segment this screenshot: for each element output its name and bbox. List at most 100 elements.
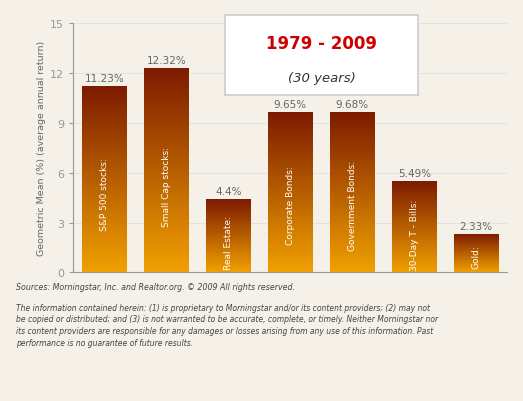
Bar (144, 267, 189, 269)
Text: 9.65%: 9.65% (274, 100, 307, 110)
Bar (82, 190, 127, 192)
Bar (330, 158, 374, 159)
Bar (392, 203, 437, 204)
Bar (330, 182, 374, 183)
Bar (330, 138, 374, 139)
Bar (82, 135, 127, 136)
Bar (330, 122, 374, 123)
Bar (268, 238, 313, 239)
Bar (82, 231, 127, 232)
Bar (144, 135, 189, 137)
Bar (82, 259, 127, 260)
Bar (330, 255, 374, 257)
Bar (392, 230, 437, 231)
Bar (144, 256, 189, 257)
Bar (206, 210, 251, 211)
Bar (144, 230, 189, 232)
Bar (392, 195, 437, 196)
Bar (330, 211, 374, 213)
Bar (82, 255, 127, 257)
Bar (330, 231, 374, 233)
Bar (392, 214, 437, 215)
Bar (144, 87, 189, 89)
Bar (330, 223, 374, 225)
Bar (144, 215, 189, 217)
Bar (144, 217, 189, 218)
Bar (82, 186, 127, 187)
Bar (82, 226, 127, 228)
Bar (268, 241, 313, 242)
Bar (330, 174, 374, 175)
Bar (330, 146, 374, 147)
Bar (268, 175, 313, 177)
Bar (330, 239, 374, 241)
Bar (144, 254, 189, 256)
Bar (206, 260, 251, 261)
Bar (144, 189, 189, 191)
Bar (268, 249, 313, 250)
Bar (206, 220, 251, 221)
Bar (144, 227, 189, 229)
Bar (206, 227, 251, 228)
Bar (82, 141, 127, 142)
Bar (330, 233, 374, 234)
Bar (82, 229, 127, 231)
Bar (144, 261, 189, 263)
Bar (392, 256, 437, 257)
Bar (144, 191, 189, 193)
Bar (330, 229, 374, 230)
Bar (330, 196, 374, 198)
Bar (206, 205, 251, 206)
Bar (82, 113, 127, 114)
Bar (268, 235, 313, 237)
Bar (144, 82, 189, 84)
Bar (268, 121, 313, 122)
Bar (144, 247, 189, 249)
Bar (330, 194, 374, 195)
Bar (206, 245, 251, 246)
Bar (330, 139, 374, 140)
Bar (82, 116, 127, 117)
Bar (268, 128, 313, 129)
Bar (144, 154, 189, 155)
Bar (268, 255, 313, 257)
Text: S&P 500 stocks:: S&P 500 stocks: (100, 158, 109, 231)
Bar (268, 191, 313, 193)
Text: Gold:: Gold: (472, 245, 481, 268)
Bar (268, 253, 313, 254)
Bar (144, 143, 189, 145)
Bar (82, 208, 127, 209)
Bar (82, 102, 127, 103)
Bar (82, 176, 127, 178)
Bar (144, 245, 189, 247)
Bar (330, 116, 374, 117)
Bar (206, 231, 251, 232)
Bar (82, 234, 127, 235)
Bar (144, 126, 189, 128)
Bar (144, 198, 189, 200)
Bar (144, 123, 189, 125)
Bar (144, 244, 189, 245)
Bar (144, 235, 189, 237)
Bar (268, 219, 313, 221)
Bar (392, 212, 437, 213)
Bar (144, 111, 189, 113)
Bar (144, 242, 189, 244)
Bar (268, 133, 313, 134)
Bar (330, 221, 374, 222)
Bar (206, 211, 251, 212)
Bar (392, 237, 437, 238)
Bar (82, 130, 127, 132)
Bar (392, 271, 437, 272)
Bar (330, 243, 374, 245)
Bar (268, 187, 313, 189)
Bar (330, 166, 374, 167)
Bar (82, 158, 127, 160)
Bar (330, 210, 374, 211)
Bar (82, 242, 127, 243)
Bar (268, 258, 313, 259)
Bar (268, 251, 313, 253)
Bar (206, 213, 251, 214)
Bar (206, 253, 251, 254)
Bar (206, 247, 251, 248)
